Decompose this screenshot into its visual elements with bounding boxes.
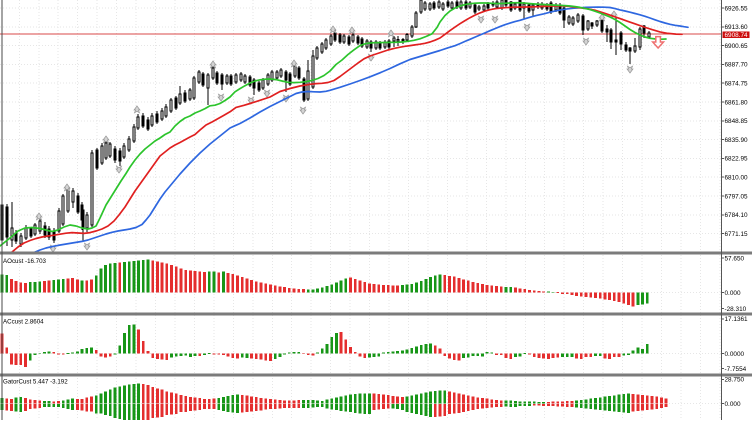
svg-text:6908.74: 6908.74 [725, 32, 749, 39]
svg-text:AOcust -16.703: AOcust -16.703 [3, 258, 47, 265]
svg-text:6887.70: 6887.70 [725, 62, 749, 69]
svg-text:6926.55: 6926.55 [725, 5, 749, 12]
svg-text:0.000: 0.000 [725, 401, 741, 408]
svg-text:6784.10: 6784.10 [725, 212, 749, 219]
svg-text:6874.75: 6874.75 [725, 81, 749, 88]
svg-text:6913.60: 6913.60 [725, 24, 749, 31]
svg-text:0.000: 0.000 [725, 290, 741, 297]
svg-text:ACcust 2.8604: ACcust 2.8604 [3, 319, 44, 326]
svg-text:17.1361: 17.1361 [725, 316, 749, 323]
svg-text:6797.05: 6797.05 [725, 193, 749, 200]
svg-text:6848.85: 6848.85 [725, 118, 749, 125]
svg-text:6771.15: 6771.15 [725, 231, 749, 238]
svg-text:-7.7554: -7.7554 [725, 366, 747, 373]
svg-text:6835.90: 6835.90 [725, 137, 749, 144]
svg-text:6810.00: 6810.00 [725, 175, 749, 182]
svg-text:-28.310: -28.310 [725, 306, 747, 313]
svg-text:6822.95: 6822.95 [725, 156, 749, 163]
svg-text:6900.65: 6900.65 [725, 43, 749, 50]
svg-text:57.650: 57.650 [725, 255, 745, 262]
svg-text:28.750: 28.750 [725, 377, 745, 384]
svg-text:GatorCust 5.447 -3.192: GatorCust 5.447 -3.192 [3, 379, 68, 386]
svg-text:6861.80: 6861.80 [725, 99, 749, 106]
svg-text:0.0000: 0.0000 [725, 351, 745, 358]
